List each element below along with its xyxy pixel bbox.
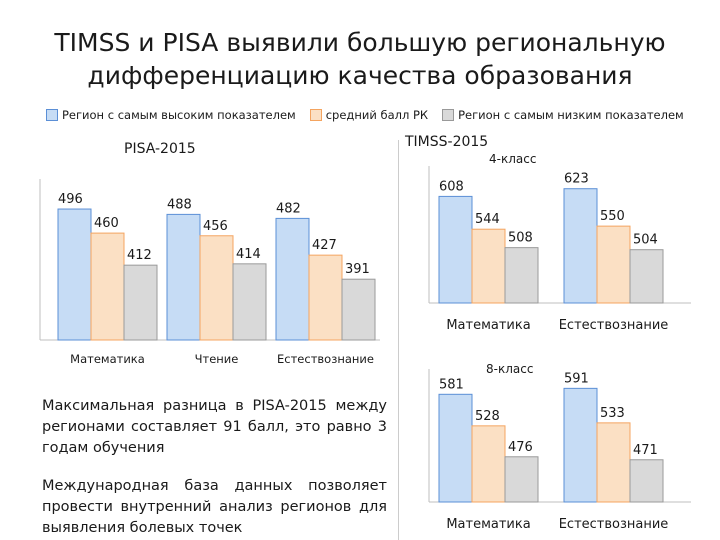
data-label-avg-1: 456 — [203, 219, 228, 234]
chart-subtitle: 8-класс — [486, 362, 533, 376]
data-label-low-1: 414 — [236, 247, 261, 262]
legend-item-low: Регион с самым низким показателем — [442, 108, 684, 122]
data-label-high-1: 623 — [564, 172, 589, 187]
note-paragraph-1: Максимальная разница в PISA-2015 между р… — [42, 398, 387, 456]
category-label-0: Математика — [446, 517, 530, 532]
bar-high-0 — [438, 393, 473, 503]
bar-low-1 — [629, 459, 664, 503]
data-label-low-0: 412 — [127, 248, 152, 263]
legend-swatch-avg — [309, 109, 322, 121]
bar-low-2 — [341, 278, 376, 341]
data-label-avg-1: 550 — [600, 209, 625, 224]
bar-low-0 — [504, 247, 539, 304]
bar-avg-0 — [90, 232, 125, 341]
data-label-low-0: 508 — [508, 231, 533, 246]
data-label-avg-0: 528 — [475, 409, 500, 424]
chart-title: PISA-2015 — [124, 141, 196, 157]
data-label-high-0: 496 — [58, 192, 83, 207]
data-label-low-1: 504 — [633, 233, 658, 248]
bar-low-0 — [504, 456, 539, 503]
data-label-high-1: 591 — [564, 371, 589, 386]
bar-low-1 — [629, 249, 664, 304]
bar-avg-1 — [199, 235, 234, 341]
category-label-0: Математика — [70, 352, 145, 366]
category-label-2: Естествознание — [277, 352, 374, 366]
bar-high-2 — [275, 217, 310, 341]
data-label-high-1: 488 — [167, 197, 192, 212]
data-label-avg-2: 427 — [312, 238, 337, 253]
bar-low-0 — [123, 264, 158, 341]
legend-item-high: Регион с самым высоким показателем — [46, 108, 296, 122]
legend-label-low: Регион с самым низким показателем — [458, 108, 684, 122]
divider-line — [398, 140, 399, 540]
bar-high-0 — [57, 208, 92, 341]
data-label-avg-0: 460 — [94, 216, 119, 231]
bar-high-1 — [563, 387, 598, 503]
bar-avg-0 — [471, 228, 506, 304]
bar-avg-2 — [308, 254, 343, 341]
bar-high-1 — [563, 188, 598, 304]
category-label-0: Математика — [446, 318, 530, 333]
note-paragraph-2: Международная база данных позволяет пров… — [42, 478, 387, 536]
chart-legend: Регион с самым высоким показателем средн… — [46, 108, 706, 122]
legend-swatch-low — [442, 109, 455, 121]
chart-title: TIMSS-2015 — [404, 134, 488, 150]
pisa-chart: PISA-2015 496 460 412 Математика 488 456 414 Чте… — [39, 141, 380, 366]
data-label-high-2: 482 — [276, 201, 301, 216]
category-label-1: Естествознание — [559, 318, 669, 333]
data-label-avg-0: 544 — [475, 212, 500, 227]
data-label-low-1: 471 — [633, 443, 658, 458]
page-title-line-1: TIMSS и PISA выявили большую региональну… — [54, 28, 666, 57]
category-label-1: Чтение — [195, 352, 239, 366]
legend-label-high: Регион с самым высоким показателем — [62, 108, 296, 122]
bar-avg-1 — [596, 422, 631, 503]
bar-low-1 — [232, 263, 267, 341]
bar-avg-0 — [471, 425, 506, 503]
bar-high-1 — [166, 213, 201, 341]
category-label-1: Естествознание — [559, 517, 669, 532]
legend-swatch-high — [46, 109, 58, 121]
chart-subtitle: 4-класс — [489, 152, 536, 166]
data-label-high-0: 581 — [439, 377, 464, 392]
legend-label-avg: средний балл РК — [325, 108, 429, 122]
data-label-low-2: 391 — [345, 262, 370, 277]
page-title: TIMSS и PISA выявили большую региональну… — [0, 26, 720, 92]
data-label-avg-1: 533 — [600, 406, 625, 421]
data-label-high-0: 608 — [439, 179, 464, 194]
timss-grade8-chart: 8-класс 581 528 476 Математика 591 533 471 Естес… — [428, 362, 691, 532]
bar-high-0 — [438, 195, 473, 304]
data-label-low-0: 476 — [508, 440, 533, 455]
legend-item-avg: средний балл РК — [309, 108, 429, 122]
page-title-line-2: дифференциацию качества образования — [87, 61, 633, 90]
bar-avg-1 — [596, 225, 631, 304]
